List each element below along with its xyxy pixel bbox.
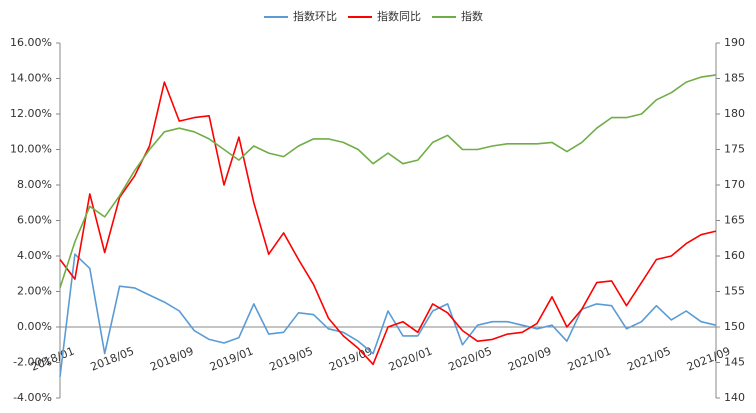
x-tick-label: 2018/01 (29, 345, 76, 374)
x-tick-label: 2018/09 (148, 345, 195, 374)
legend-label: 指数同比 (377, 9, 421, 23)
y-tick-label: 12.00% (10, 107, 52, 120)
y-tick-label: 0.00% (17, 320, 52, 333)
x-tick-label: 2019/01 (208, 345, 255, 374)
legend-label: 指数环比 (293, 9, 337, 23)
y-tick-label: 2.00% (17, 285, 52, 298)
y-tick-label: 8.00% (17, 178, 52, 191)
y2-tick-label: 160 (724, 249, 745, 262)
y2-tick-label: 165 (724, 214, 745, 227)
y-tick-label: 6.00% (17, 214, 52, 227)
y2-tick-label: 145 (724, 356, 745, 369)
y2-tick-label: 185 (724, 72, 745, 85)
x-tick-label: 2020/09 (506, 345, 553, 374)
series-line (59, 253, 717, 377)
x-tick-label: 2021/09 (685, 345, 732, 374)
x-tick-label: 2021/05 (625, 345, 672, 374)
y2-tick-label: 180 (724, 107, 745, 120)
y2-tick-label: 175 (724, 143, 745, 156)
series-line (59, 81, 717, 366)
y2-tick-label: 170 (724, 178, 745, 191)
y-tick-label: 10.00% (10, 143, 52, 156)
x-tick-label: 2020/01 (387, 345, 434, 374)
y2-tick-label: 155 (724, 285, 745, 298)
x-tick-label: 2020/05 (446, 345, 493, 374)
y2-tick-label: 140 (724, 391, 745, 404)
series-line (59, 74, 717, 289)
x-tick-label: 2018/05 (89, 345, 136, 374)
y-tick-label: 4.00% (17, 249, 52, 262)
x-tick-label: 2021/01 (566, 345, 613, 374)
y2-tick-label: 150 (724, 320, 745, 333)
y2-tick-label: 190 (724, 36, 745, 49)
y-tick-label: 16.00% (10, 36, 52, 49)
y-tick-label: 14.00% (10, 72, 52, 85)
y-tick-label: -2.00% (13, 356, 52, 369)
y-tick-label: -4.00% (13, 391, 52, 404)
legend-label: 指数 (461, 9, 483, 23)
x-tick-label: 2019/05 (268, 345, 315, 374)
